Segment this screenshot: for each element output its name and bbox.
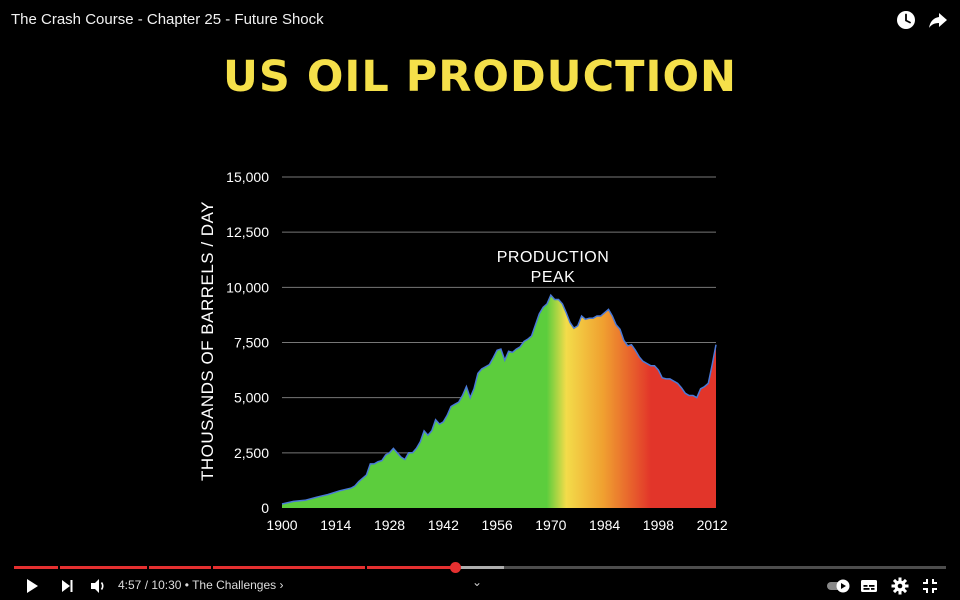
gear-icon	[891, 577, 909, 595]
volume-button[interactable]	[87, 574, 111, 598]
x-tick-label: 1984	[589, 517, 620, 533]
x-tick-label: 2012	[697, 517, 728, 533]
time-separator: /	[144, 578, 149, 592]
x-tick-label: 1914	[320, 517, 351, 533]
production-area-fill	[282, 295, 716, 508]
progress-bar[interactable]	[14, 562, 946, 573]
play-icon	[27, 579, 38, 593]
chapter-title[interactable]: The Challenges	[192, 578, 277, 592]
annotation-line-1: PRODUCTION	[497, 249, 610, 266]
y-tick-label: 10,000	[226, 279, 269, 295]
play-button[interactable]	[20, 574, 44, 598]
y-tick-label: 12,500	[226, 224, 269, 240]
share-icon[interactable]	[928, 10, 948, 30]
peak-annotation: PRODUCTION PEAK	[497, 249, 610, 286]
chapter-separator: •	[184, 578, 189, 592]
subtitles-button[interactable]	[857, 574, 881, 598]
autoplay-toggle[interactable]	[826, 574, 852, 598]
production-line	[281, 293, 717, 505]
settings-button[interactable]	[888, 574, 912, 598]
x-tick-label: 1956	[482, 517, 513, 533]
autoplay-toggle-icon	[827, 579, 850, 593]
chapter-chevron-icon[interactable]: ›	[279, 578, 284, 592]
player-controls: 4:57 / 10:30 • The Challenges › ⌄	[0, 572, 960, 600]
exit-fullscreen-button[interactable]	[918, 574, 942, 598]
x-tick-label: 1998	[643, 517, 674, 533]
time-total: 10:30	[151, 578, 182, 592]
exit-fullscreen-icon	[923, 579, 937, 593]
progress-scrubber[interactable]	[449, 562, 461, 573]
x-tick-label: 1942	[428, 517, 459, 533]
chevron-down-icon[interactable]: ⌄	[472, 575, 483, 589]
top-icons	[896, 10, 948, 30]
chapter-marker	[365, 566, 367, 569]
clock-icon[interactable]	[896, 10, 916, 30]
time-current: 4:57	[118, 578, 142, 592]
oil-production-chart: 0 2,500 5,000 7,500 10,000 12,500 15,000 1900 19…	[198, 169, 728, 533]
y-tick-label: 7,500	[234, 335, 269, 351]
subtitles-icon	[861, 580, 877, 592]
y-axis-label: THOUSANDS OF BARRELS / DAY	[198, 201, 217, 481]
progress-played	[14, 566, 455, 569]
next-button[interactable]	[55, 574, 79, 598]
chapter-marker	[58, 566, 60, 569]
y-tick-label: 15,000	[226, 169, 269, 185]
y-tick-label: 2,500	[234, 445, 269, 461]
x-tick-label: 1928	[374, 517, 405, 533]
volume-icon	[91, 579, 104, 593]
top-bar: The Crash Course - Chapter 25 - Future S…	[0, 0, 960, 42]
x-tick-label: 1970	[535, 517, 566, 533]
chapter-marker	[211, 566, 213, 569]
annotation-line-2: PEAK	[531, 269, 576, 286]
slide-title: US OIL PRODUCTION	[223, 52, 737, 102]
production-area	[281, 293, 717, 508]
y-tick-label: 5,000	[234, 390, 269, 406]
video-title[interactable]: The Crash Course - Chapter 25 - Future S…	[11, 11, 324, 28]
time-display: 4:57 / 10:30 • The Challenges ›	[118, 578, 284, 592]
chapter-marker	[147, 566, 149, 569]
y-tick-label: 0	[261, 500, 269, 516]
x-tick-label: 1900	[266, 517, 297, 533]
axes: 0 2,500 5,000 7,500 10,000 12,500 15,000 1900 19…	[226, 169, 728, 533]
next-icon	[62, 580, 73, 592]
